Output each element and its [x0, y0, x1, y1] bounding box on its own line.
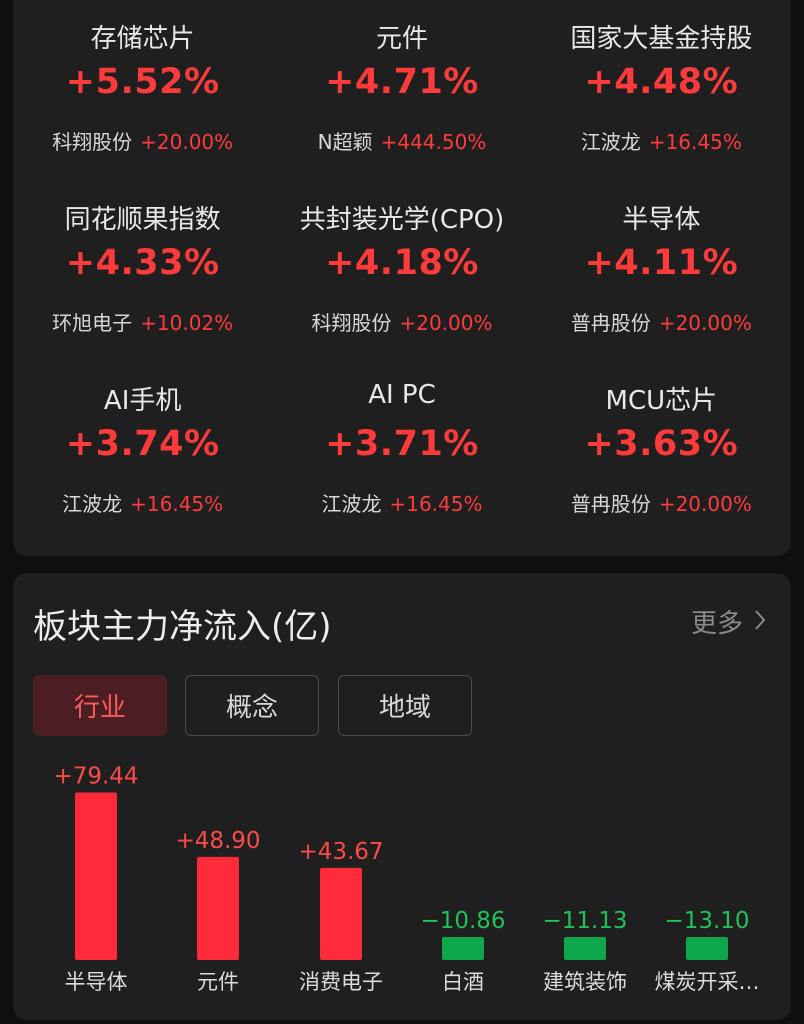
- sector-tile[interactable]: 共封装光学(CPO) +4.18% 科翔股份 +20.00%: [272, 181, 531, 362]
- lead-stock-change: +20.00%: [140, 130, 234, 154]
- lead-stock: 普冉股份 +20.00%: [532, 488, 791, 517]
- tab-region[interactable]: 地域: [338, 675, 472, 736]
- tab-industry[interactable]: 行业: [33, 675, 167, 736]
- sector-tile[interactable]: AI手机 +3.74% 江波龙 +16.45%: [13, 362, 272, 543]
- lead-stock-name: 普冉股份: [570, 492, 651, 516]
- sector-tile[interactable]: AI PC +3.71% 江波龙 +16.45%: [272, 362, 531, 543]
- sector-change: +5.52%: [65, 62, 220, 102]
- more-label: 更多: [690, 609, 743, 639]
- bar-value-label: +48.90: [175, 828, 260, 854]
- sector-change: +4.11%: [584, 243, 739, 283]
- lead-stock-name: N超颖: [317, 130, 373, 154]
- sector-tile[interactable]: 元件 +4.71% N超颖 +444.50%: [272, 0, 531, 181]
- sector-change: +3.71%: [325, 424, 479, 464]
- bar-value-label: +43.67: [298, 839, 383, 865]
- sector-change: +3.63%: [584, 424, 739, 464]
- lead-stock-name: 普冉股份: [570, 311, 651, 335]
- lead-stock: 科翔股份 +20.00%: [272, 307, 531, 336]
- lead-stock-change: +20.00%: [658, 311, 752, 335]
- lead-stock-name: 江波龙: [62, 492, 123, 516]
- lead-stock: 江波龙 +16.45%: [272, 488, 531, 517]
- sector-change: +3.74%: [65, 424, 220, 464]
- sector-name: MCU芯片: [605, 386, 718, 416]
- lead-stock-change: +444.50%: [380, 130, 487, 154]
- sector-flow-card: 板块主力净流入(亿) 更多 行业 概念 地域 +79.44 半导体 +48.90 元件…: [13, 573, 791, 1020]
- lead-stock-change: +20.00%: [658, 492, 752, 516]
- bar-煤炭开采…: [686, 937, 728, 960]
- lead-stock-change: +16.45%: [648, 130, 742, 154]
- section-title: 板块主力净流入(亿): [33, 607, 332, 647]
- lead-stock-change: +16.45%: [389, 492, 483, 516]
- category-label: 元件: [197, 970, 239, 994]
- sector-tile[interactable]: 半导体 +4.11% 普冉股份 +20.00%: [532, 181, 791, 362]
- bar-value-label: −10.86: [420, 908, 505, 934]
- sector-name: 国家大基金持股: [570, 24, 753, 54]
- sector-change: +4.33%: [65, 243, 220, 283]
- sector-name: 同花顺果指数: [64, 205, 221, 235]
- bar-元件: [197, 856, 239, 960]
- lead-stock-name: 江波龙: [580, 130, 641, 154]
- sector-change: +4.18%: [325, 243, 479, 283]
- sector-name: 存储芯片: [90, 24, 195, 54]
- bar-value-label: +79.44: [53, 764, 138, 790]
- chevron-right-icon: [753, 608, 767, 638]
- sector-tile[interactable]: MCU芯片 +3.63% 普冉股份 +20.00%: [532, 362, 791, 543]
- sector-tile[interactable]: 同花顺果指数 +4.33% 环旭电子 +10.02%: [13, 181, 272, 362]
- category-label: 白酒: [442, 970, 484, 994]
- category-label: 煤炭开采…: [655, 970, 760, 994]
- lead-stock-change: +20.00%: [399, 311, 493, 335]
- sector-change: +4.71%: [325, 62, 479, 102]
- sector-grid: 存储芯片 +5.52% 科翔股份 +20.00% 元件 +4.71% N超颖 +444.50%…: [13, 0, 791, 543]
- bar-半导体: [75, 792, 117, 960]
- sector-name: 元件: [375, 24, 428, 54]
- lead-stock: N超颖 +444.50%: [272, 126, 531, 155]
- bar-消费电子: [320, 867, 362, 960]
- sector-name: AI PC: [368, 380, 436, 410]
- lead-stock-change: +16.45%: [130, 492, 224, 516]
- lead-stock-name: 科翔股份: [52, 130, 133, 154]
- bar-白酒: [442, 937, 484, 960]
- bar-建筑装饰: [564, 937, 606, 960]
- sector-name: 共封装光学(CPO): [299, 205, 505, 235]
- sector-tile[interactable]: 国家大基金持股 +4.48% 江波龙 +16.45%: [532, 0, 791, 181]
- lead-stock: 环旭电子 +10.02%: [13, 307, 272, 336]
- net-inflow-bar-chart: +79.44 半导体 +48.90 元件 +43.67 消费电子 −10.86 白酒 −11.1…: [53, 764, 760, 995]
- lead-stock: 科翔股份 +20.00%: [13, 126, 272, 155]
- sector-change: +4.48%: [584, 62, 739, 102]
- category-label: 消费电子: [299, 970, 383, 994]
- top-sectors-card: 存储芯片 +5.52% 科翔股份 +20.00% 元件 +4.71% N超颖 +444.50%…: [13, 0, 791, 556]
- lead-stock: 普冉股份 +20.00%: [532, 307, 791, 336]
- sector-name: AI手机: [103, 386, 182, 416]
- lead-stock: 江波龙 +16.45%: [13, 488, 272, 517]
- tab-concept[interactable]: 概念: [185, 675, 319, 736]
- bar-value-label: −11.13: [542, 908, 627, 934]
- category-label: 半导体: [65, 970, 128, 994]
- sector-tile[interactable]: 存储芯片 +5.52% 科翔股份 +20.00%: [13, 0, 272, 181]
- lead-stock-name: 江波龙: [321, 492, 382, 516]
- sector-name: 半导体: [622, 205, 701, 235]
- lead-stock-name: 科翔股份: [311, 311, 392, 335]
- more-button[interactable]: 更多: [691, 603, 767, 640]
- category-label: 建筑装饰: [543, 970, 627, 994]
- lead-stock-change: +10.02%: [140, 311, 234, 335]
- lead-stock: 江波龙 +16.45%: [532, 126, 791, 155]
- bar-value-label: −13.10: [664, 908, 749, 934]
- lead-stock-name: 环旭电子: [52, 311, 133, 335]
